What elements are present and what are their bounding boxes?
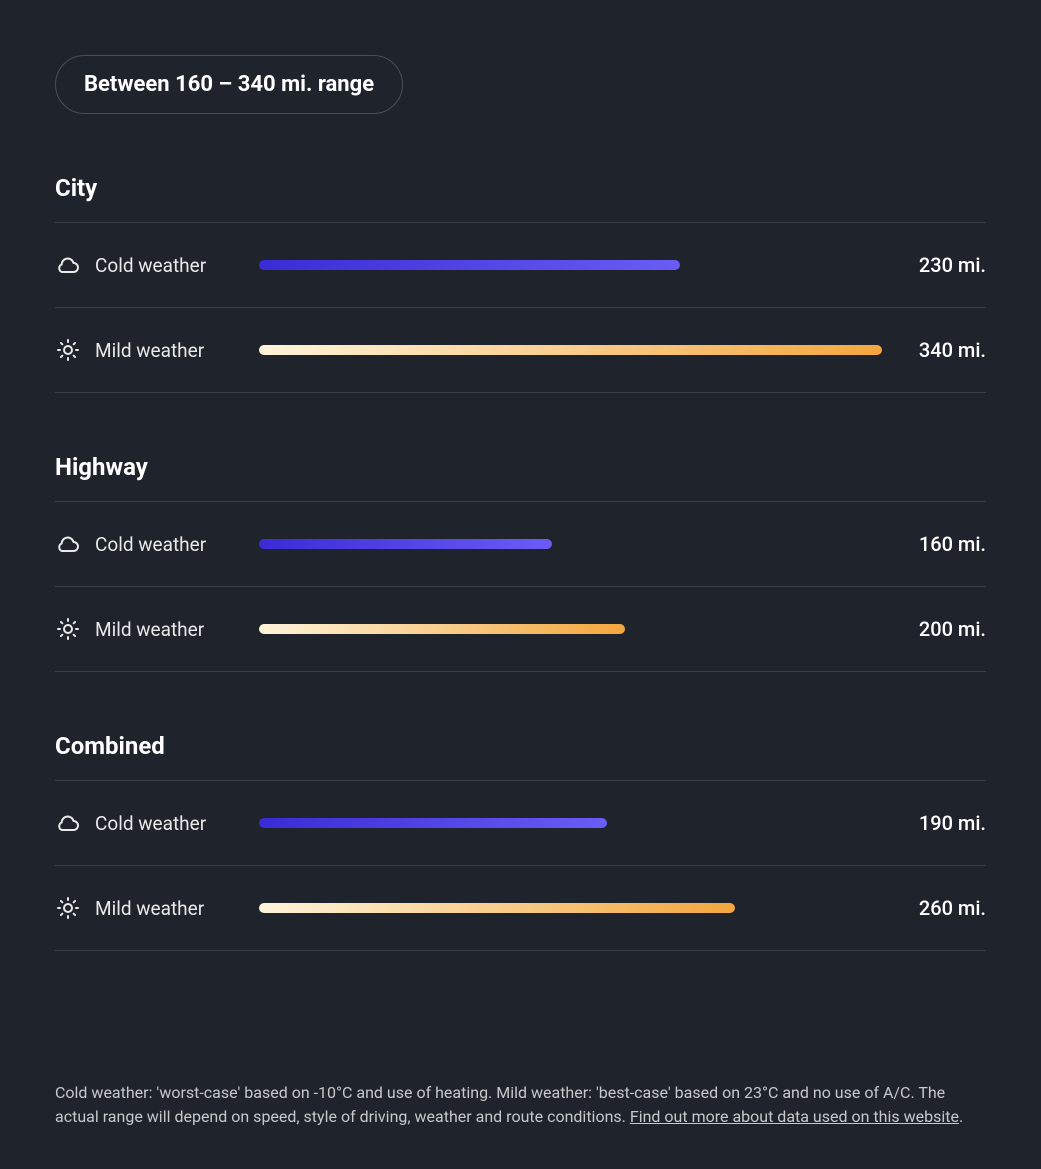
range-bar-fill (259, 260, 680, 270)
footnote: Cold weather: 'worst-case' based on -10°… (55, 1081, 986, 1129)
range-bar-track (259, 345, 882, 355)
range-bar-fill (259, 818, 607, 828)
range-row-label: Cold weather (95, 533, 245, 556)
section-title: City (55, 174, 986, 202)
range-bar-track (259, 260, 882, 270)
range-bar-fill (259, 345, 882, 355)
range-row-label: Cold weather (95, 254, 245, 277)
range-row-value: 190 mi. (896, 811, 986, 835)
range-row-value: 260 mi. (896, 896, 986, 920)
footnote-link[interactable]: Find out more about data used on this we… (630, 1107, 959, 1126)
sun-icon (55, 896, 81, 920)
range-row-label: Mild weather (95, 618, 245, 641)
range-bar-fill (259, 624, 625, 634)
range-row: Mild weather 200 mi. (55, 586, 986, 672)
range-row: Mild weather 260 mi. (55, 865, 986, 951)
range-row: Mild weather 340 mi. (55, 307, 986, 393)
range-section: Highway Cold weather 160 mi. Mild weather 20… (55, 453, 986, 672)
range-section: City Cold weather 230 mi. Mild weather 340 m… (55, 174, 986, 393)
footnote-text-after: . (959, 1107, 963, 1126)
range-row: Cold weather 160 mi. (55, 501, 986, 586)
range-section: Combined Cold weather 190 mi. Mild weather 2… (55, 732, 986, 951)
section-title: Combined (55, 732, 986, 760)
range-bar-track (259, 624, 882, 634)
range-row-value: 340 mi. (896, 338, 986, 362)
cloud-icon (55, 811, 81, 835)
sun-icon (55, 338, 81, 362)
range-bar-fill (259, 539, 552, 549)
range-summary-pill[interactable]: Between 160 – 340 mi. range (55, 55, 403, 114)
range-row: Cold weather 230 mi. (55, 222, 986, 307)
range-summary-text: Between 160 – 340 mi. range (84, 72, 374, 97)
cloud-icon (55, 253, 81, 277)
section-title: Highway (55, 453, 986, 481)
range-bar-track (259, 539, 882, 549)
range-row-label: Mild weather (95, 339, 245, 362)
range-row-label: Cold weather (95, 812, 245, 835)
range-row-label: Mild weather (95, 897, 245, 920)
range-row-value: 230 mi. (896, 253, 986, 277)
range-row-value: 200 mi. (896, 617, 986, 641)
cloud-icon (55, 532, 81, 556)
range-row: Cold weather 190 mi. (55, 780, 986, 865)
range-bar-track (259, 903, 882, 913)
range-bar-fill (259, 903, 735, 913)
range-bar-track (259, 818, 882, 828)
sun-icon (55, 617, 81, 641)
range-row-value: 160 mi. (896, 532, 986, 556)
